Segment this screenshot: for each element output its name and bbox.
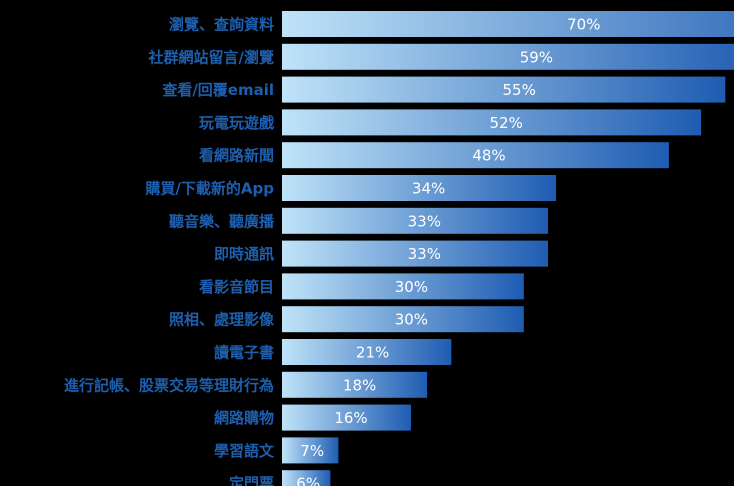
bar-9 [282, 273, 524, 300]
data-label-8: 33% [408, 245, 441, 263]
bar-10 [282, 306, 524, 333]
data-label-15: 6% [296, 475, 320, 486]
bar-2 [282, 43, 734, 70]
bar-13 [282, 404, 411, 431]
data-label-1: 70% [567, 16, 600, 34]
data-label-3: 55% [503, 81, 536, 99]
bar-8 [282, 240, 548, 267]
category-label-15: 定門票 [229, 475, 274, 486]
data-label-7: 33% [408, 212, 441, 230]
bar-14 [282, 437, 339, 464]
category-label-4: 玩電玩遊戲 [199, 114, 275, 132]
data-label-4: 52% [490, 114, 523, 132]
data-label-12: 18% [343, 376, 376, 394]
bar-7 [282, 207, 548, 234]
category-label-6: 購買/下載新的App [144, 180, 274, 198]
data-label-2: 59% [520, 48, 553, 66]
category-label-2: 社群網站留言/瀏覽 [148, 48, 274, 66]
bar-11 [282, 339, 452, 365]
category-label-14: 學習語文 [214, 442, 275, 460]
category-label-5: 看網路新聞 [199, 147, 274, 165]
bar-12 [282, 371, 428, 398]
data-label-11: 21% [356, 344, 389, 362]
data-label-9: 30% [395, 278, 428, 296]
category-label-7: 聽音樂、聽廣播 [169, 212, 275, 230]
bar-3 [282, 76, 726, 103]
bar-5 [282, 142, 669, 169]
category-label-10: 照相、處理影像 [169, 311, 275, 329]
bar-15 [282, 470, 331, 486]
data-label-13: 16% [334, 409, 367, 427]
data-label-6: 34% [412, 180, 445, 198]
category-label-13: 網路購物 [214, 409, 274, 427]
data-label-10: 30% [395, 311, 428, 329]
data-label-5: 48% [472, 147, 505, 165]
category-label-11: 讀電子書 [214, 344, 274, 362]
category-label-9: 看影音節目 [199, 278, 274, 296]
category-label-8: 即時通訊 [214, 245, 274, 263]
bar-1 [282, 11, 734, 37]
category-label-3: 查看/回覆email [162, 81, 274, 99]
bar-4 [282, 109, 702, 136]
category-label-12: 進行記帳、股票交易等理財行為 [64, 376, 274, 394]
bar-6 [282, 175, 556, 201]
data-label-14: 7% [300, 442, 324, 460]
category-label-1: 瀏覽、查詢資料 [169, 16, 274, 34]
